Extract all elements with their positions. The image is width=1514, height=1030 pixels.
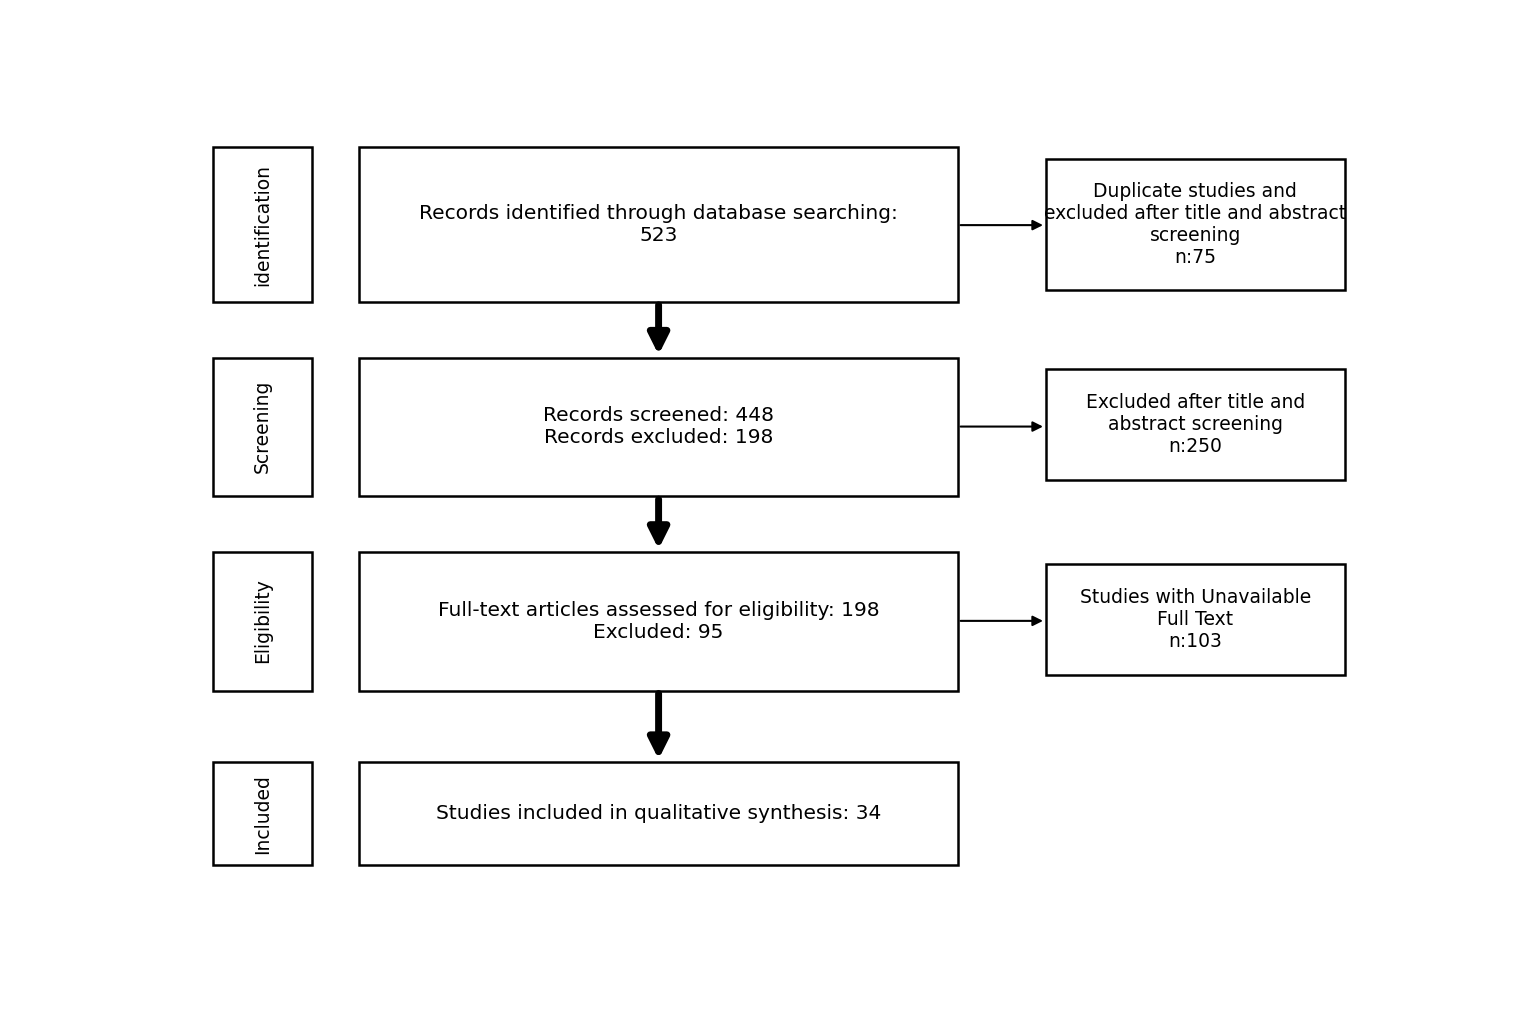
Bar	[1046, 160, 1344, 290]
Bar	[212, 762, 312, 865]
Bar	[359, 552, 958, 691]
Text: Duplicate studies and
excluded after title and abstract
screening
n:75: Duplicate studies and excluded after tit…	[1045, 182, 1346, 267]
Text: Studies included in qualitative synthesis: 34: Studies included in qualitative synthesi…	[436, 804, 881, 823]
Bar	[212, 147, 312, 302]
Text: Included: Included	[253, 774, 273, 854]
Text: Studies with Unavailable
Full Text
n:103: Studies with Unavailable Full Text n:103	[1079, 588, 1311, 651]
Bar	[359, 357, 958, 496]
Bar	[212, 552, 312, 691]
Text: Full-text articles assessed for eligibility: 198
Excluded: 95: Full-text articles assessed for eligibil…	[438, 600, 880, 642]
Bar	[359, 147, 958, 302]
Bar	[359, 762, 958, 865]
Text: Excluded after title and
abstract screening
n:250: Excluded after title and abstract screen…	[1086, 393, 1305, 456]
Text: Eligibility: Eligibility	[253, 579, 273, 663]
Bar	[212, 357, 312, 496]
Text: Records screened: 448
Records excluded: 198: Records screened: 448 Records excluded: …	[544, 407, 774, 447]
Text: Screening: Screening	[253, 380, 273, 473]
Text: identification: identification	[253, 164, 273, 286]
Text: Records identified through database searching:
523: Records identified through database sear…	[419, 204, 898, 245]
Bar	[1046, 563, 1344, 675]
Bar	[1046, 370, 1344, 480]
